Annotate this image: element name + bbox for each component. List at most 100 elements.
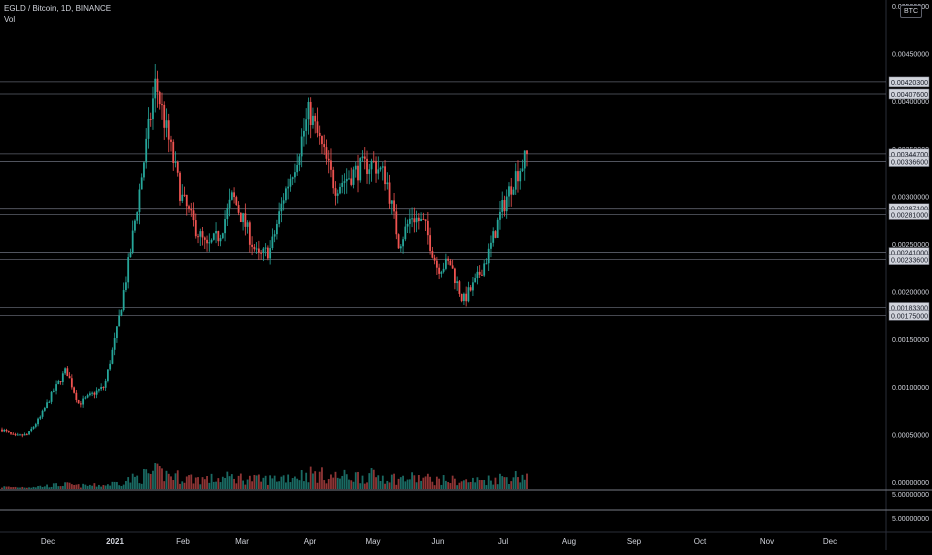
volume-bar bbox=[323, 480, 326, 489]
candle-body bbox=[111, 349, 114, 364]
candle-body bbox=[174, 161, 177, 163]
candle-body bbox=[242, 213, 244, 223]
volume-bar bbox=[505, 477, 508, 489]
candle-body bbox=[291, 177, 294, 179]
candle-body bbox=[505, 196, 508, 212]
volume-bar bbox=[453, 478, 456, 489]
volume-bar bbox=[212, 481, 215, 489]
candle-body bbox=[285, 188, 287, 201]
volume-bar bbox=[413, 475, 416, 489]
candle-body bbox=[77, 399, 80, 404]
candle-body bbox=[86, 395, 89, 398]
volume-bar bbox=[147, 473, 150, 489]
candle-body bbox=[41, 410, 44, 417]
candle-body bbox=[95, 390, 98, 395]
symbol-title[interactable]: EGLD / Bitcoin, 1D, BINANCE bbox=[4, 4, 112, 13]
candle-body bbox=[280, 203, 283, 212]
volume-bar bbox=[354, 472, 357, 489]
level-price-tag bbox=[888, 254, 930, 265]
volume-bar bbox=[73, 484, 76, 489]
volume-bar bbox=[228, 476, 231, 489]
candle-body bbox=[300, 136, 303, 157]
volume-bar bbox=[55, 483, 57, 489]
y-tick-label: 0.00000000 bbox=[892, 480, 929, 487]
volume-bar bbox=[118, 485, 121, 489]
currency-badge[interactable]: BTC bbox=[900, 5, 922, 18]
candle-body bbox=[149, 118, 152, 120]
volume-bar bbox=[384, 483, 386, 489]
volume-bar bbox=[312, 473, 314, 489]
candle-body bbox=[426, 220, 429, 236]
volume-bar bbox=[154, 463, 157, 489]
volume-bar bbox=[235, 483, 238, 489]
volume-bar bbox=[217, 478, 220, 489]
volume-bar bbox=[478, 480, 481, 489]
volume-bar bbox=[194, 477, 197, 489]
candle-body bbox=[66, 368, 69, 377]
volume-bar bbox=[395, 484, 398, 489]
candle-body bbox=[152, 98, 154, 120]
candle-body bbox=[52, 390, 55, 392]
candle-body bbox=[251, 244, 254, 247]
candle-body bbox=[116, 326, 118, 339]
candle-body bbox=[230, 192, 233, 200]
volume-bar bbox=[185, 476, 188, 489]
volume-bar bbox=[438, 478, 441, 489]
volume-bar bbox=[494, 477, 497, 489]
volume-bar bbox=[210, 473, 213, 489]
candle-body bbox=[197, 236, 199, 238]
volume-bar bbox=[481, 480, 483, 489]
volume-label[interactable]: Vol bbox=[4, 15, 16, 24]
volume-bar bbox=[406, 479, 409, 489]
volume-bar bbox=[343, 469, 346, 489]
volume-bar bbox=[377, 475, 380, 489]
volume-bar bbox=[41, 487, 44, 489]
volume-bar bbox=[359, 483, 362, 489]
y-tick-label: 0.00150000 bbox=[892, 337, 929, 344]
candle-body bbox=[48, 401, 51, 403]
volume-bar bbox=[280, 476, 283, 489]
candle-body bbox=[228, 199, 231, 208]
volume-bar bbox=[447, 482, 450, 489]
volume-bar bbox=[291, 478, 294, 489]
volume-bar bbox=[140, 483, 143, 489]
candle-body bbox=[503, 200, 506, 212]
volume-bar bbox=[179, 483, 181, 489]
volume-bar bbox=[61, 485, 64, 489]
volume-bar bbox=[458, 482, 461, 489]
volume-bar bbox=[77, 484, 80, 489]
volume-pane-tick-label: 5.00000000 bbox=[892, 516, 929, 523]
volume-bar bbox=[120, 485, 123, 489]
candle-body bbox=[458, 281, 461, 294]
volume-bar bbox=[46, 484, 48, 489]
candle-body bbox=[413, 218, 416, 223]
volume-bar bbox=[451, 475, 454, 489]
volume-bar bbox=[399, 477, 402, 489]
x-tick-label: Dec bbox=[41, 537, 55, 546]
candle-body bbox=[55, 384, 57, 391]
volume-bar bbox=[278, 481, 281, 489]
candle-body bbox=[46, 402, 48, 408]
volume-bar bbox=[170, 476, 172, 489]
volume-bar bbox=[296, 478, 299, 489]
volume-bar bbox=[345, 474, 348, 489]
candle-body bbox=[70, 378, 73, 388]
candle-body bbox=[199, 231, 202, 237]
volume-bar bbox=[341, 475, 344, 489]
candle-body bbox=[499, 211, 501, 220]
volume-bar bbox=[375, 477, 377, 489]
volume-bar bbox=[127, 477, 130, 489]
candle-body bbox=[294, 172, 296, 178]
volume-bar bbox=[111, 481, 114, 489]
candle-body bbox=[93, 392, 96, 395]
candle-body bbox=[244, 213, 247, 227]
candle-body bbox=[323, 144, 326, 148]
volume-bar bbox=[224, 477, 226, 489]
volume-bar bbox=[237, 475, 240, 489]
candle-body bbox=[359, 158, 362, 181]
volume-bar bbox=[512, 477, 515, 489]
candle-body bbox=[510, 186, 513, 195]
candle-body bbox=[161, 104, 163, 106]
